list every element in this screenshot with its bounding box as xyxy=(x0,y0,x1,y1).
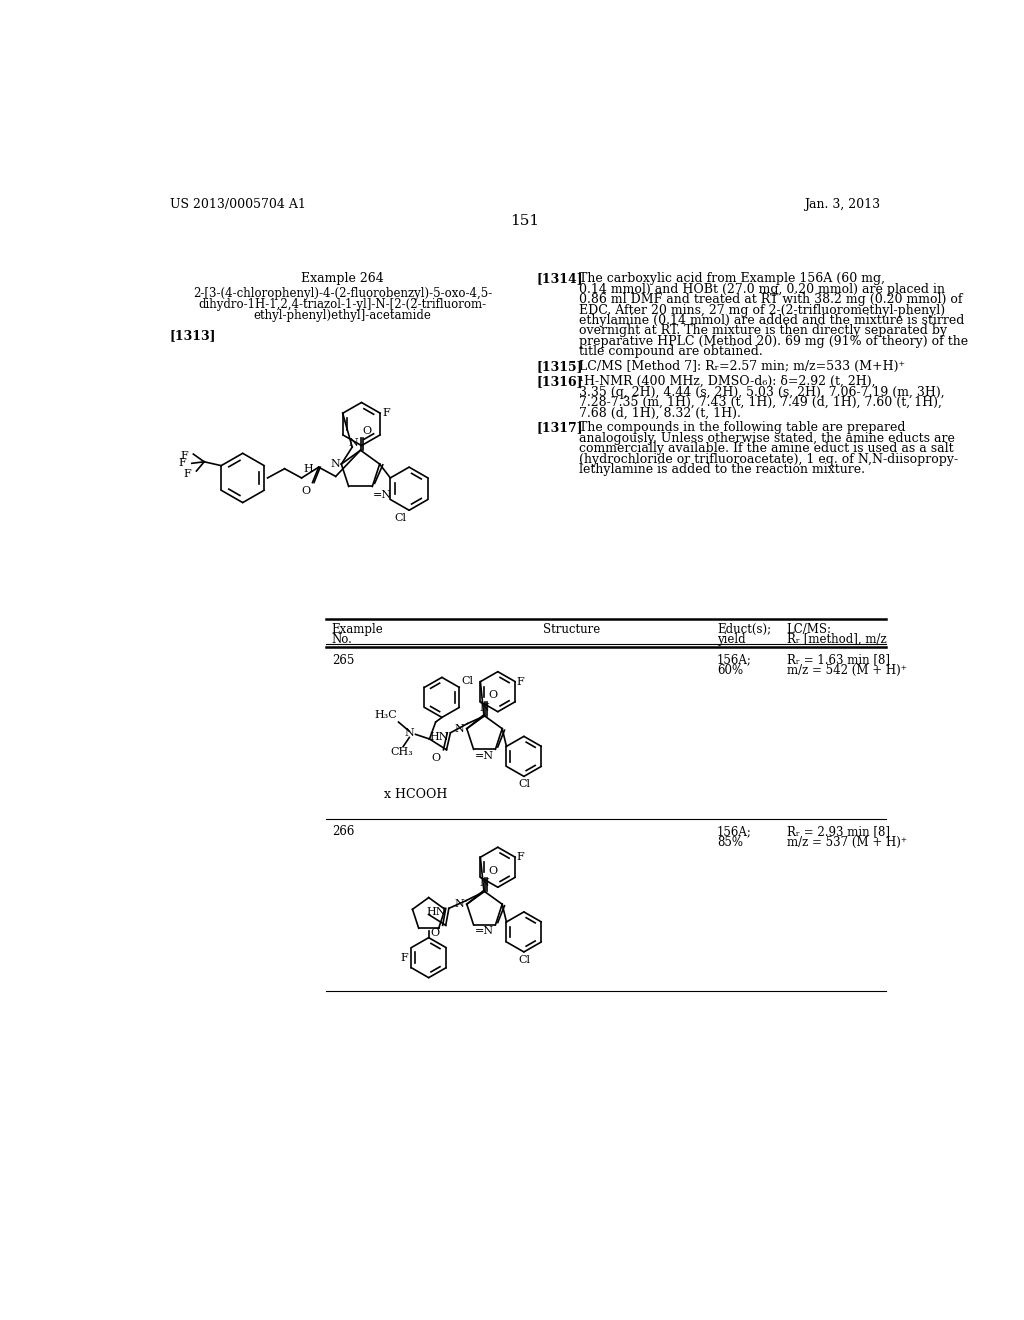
Text: EDC. After 20 mins, 27 mg of 2-(2-trifluoromethyl-phenyl): EDC. After 20 mins, 27 mg of 2-(2-triflu… xyxy=(579,304,945,317)
Text: 0.86 ml DMF and treated at RT with 38.2 mg (0.20 mmol) of: 0.86 ml DMF and treated at RT with 38.2 … xyxy=(579,293,963,306)
Text: Educt(s);: Educt(s); xyxy=(717,623,771,636)
Text: N: N xyxy=(455,899,465,909)
Text: N: N xyxy=(404,727,414,738)
Text: =N: =N xyxy=(475,927,494,936)
Text: 266: 266 xyxy=(332,825,354,838)
Text: The compounds in the following table are prepared: The compounds in the following table are… xyxy=(579,421,905,434)
Text: yield: yield xyxy=(717,632,745,645)
Text: Example: Example xyxy=(332,623,384,636)
Text: Rᵣ = 1.63 min [8]: Rᵣ = 1.63 min [8] xyxy=(786,653,890,667)
Text: Cl: Cl xyxy=(518,956,529,965)
Text: 265: 265 xyxy=(332,653,354,667)
Text: 7.68 (d, 1H), 8.32 (t, 1H).: 7.68 (d, 1H), 8.32 (t, 1H). xyxy=(579,407,741,420)
Text: N: N xyxy=(348,438,358,447)
Text: [1316]: [1316] xyxy=(537,375,583,388)
Text: 3.35 (q, 2H), 4.44 (s, 2H), 5.03 (s, 2H), 7.06-7.19 (m, 3H),: 3.35 (q, 2H), 4.44 (s, 2H), 5.03 (s, 2H)… xyxy=(579,385,945,399)
Text: title compound are obtained.: title compound are obtained. xyxy=(579,345,763,358)
Text: (hydrochloride or trifluoroacetate), 1 eq. of N,N-diisopropy-: (hydrochloride or trifluoroacetate), 1 e… xyxy=(579,453,958,466)
Text: F: F xyxy=(517,677,524,686)
Text: 156A;: 156A; xyxy=(717,653,752,667)
Text: dihydro-1H-1,2,4-triazol-1-yl]-N-[2-(2-trifluorom-: dihydro-1H-1,2,4-triazol-1-yl]-N-[2-(2-t… xyxy=(199,298,486,310)
Text: 85%: 85% xyxy=(717,836,743,849)
Text: O: O xyxy=(430,928,439,939)
Text: N: N xyxy=(330,459,340,469)
Text: 2-[3-(4-chlorophenyl)-4-(2-fluorobenzyl)-5-oxo-4,5-: 2-[3-(4-chlorophenyl)-4-(2-fluorobenzyl)… xyxy=(194,286,493,300)
Text: x HCOOH: x HCOOH xyxy=(384,788,447,801)
Text: F: F xyxy=(180,450,187,461)
Text: F: F xyxy=(517,853,524,862)
Text: N: N xyxy=(479,702,489,713)
Text: O: O xyxy=(488,690,498,701)
Text: H₃C: H₃C xyxy=(374,710,397,721)
Text: The carboxylic acid from Example 156A (60 mg,: The carboxylic acid from Example 156A (6… xyxy=(579,272,885,285)
Text: 151: 151 xyxy=(510,214,540,228)
Text: Cl: Cl xyxy=(518,780,529,789)
Text: CH₃: CH₃ xyxy=(390,747,413,758)
Text: N: N xyxy=(479,878,489,888)
Text: =N: =N xyxy=(373,490,392,500)
Text: overnight at RT. The mixture is then directly separated by: overnight at RT. The mixture is then dir… xyxy=(579,325,947,338)
Text: =N: =N xyxy=(475,751,494,760)
Text: Cl: Cl xyxy=(395,512,407,523)
Text: ethylamine (0.14 mmol) are added and the mixture is stirred: ethylamine (0.14 mmol) are added and the… xyxy=(579,314,965,327)
Text: Example 264: Example 264 xyxy=(301,272,384,285)
Text: [1315]: [1315] xyxy=(537,360,583,374)
Text: preparative HPLC (Method 20). 69 mg (91% of theory) of the: preparative HPLC (Method 20). 69 mg (91%… xyxy=(579,335,968,347)
Text: N: N xyxy=(455,723,465,734)
Text: m/z = 542 (M + H)⁺: m/z = 542 (M + H)⁺ xyxy=(786,664,906,677)
Text: 60%: 60% xyxy=(717,664,743,677)
Text: 7.28-7.35 (m, 1H), 7.43 (t, 1H), 7.49 (d, 1H), 7.60 (t, 1H),: 7.28-7.35 (m, 1H), 7.43 (t, 1H), 7.49 (d… xyxy=(579,396,942,409)
Text: O: O xyxy=(488,866,498,876)
Text: m/z = 537 (M + H)⁺: m/z = 537 (M + H)⁺ xyxy=(786,836,906,849)
Text: analogously. Unless otherwise stated, the amine educts are: analogously. Unless otherwise stated, th… xyxy=(579,432,955,445)
Text: ¹H-NMR (400 MHz, DMSO-d₆): δ=2.92 (t, 2H),: ¹H-NMR (400 MHz, DMSO-d₆): δ=2.92 (t, 2H… xyxy=(579,375,876,388)
Text: HN: HN xyxy=(429,733,449,742)
Text: F: F xyxy=(183,469,191,479)
Text: F: F xyxy=(178,458,186,469)
Text: F: F xyxy=(400,953,409,962)
Text: O: O xyxy=(362,425,372,436)
Text: Cl: Cl xyxy=(461,676,473,686)
Text: Rᵣ = 2.93 min [8]: Rᵣ = 2.93 min [8] xyxy=(786,825,890,838)
Text: lethylamine is added to the reaction mixture.: lethylamine is added to the reaction mix… xyxy=(579,463,865,477)
Text: LC/MS:: LC/MS: xyxy=(786,623,831,636)
Text: O: O xyxy=(431,752,440,763)
Text: Rᵣ [method], m/z: Rᵣ [method], m/z xyxy=(786,632,887,645)
Text: commercially available. If the amine educt is used as a salt: commercially available. If the amine edu… xyxy=(579,442,953,455)
Text: H: H xyxy=(303,465,313,474)
Text: Jan. 3, 2013: Jan. 3, 2013 xyxy=(804,198,880,211)
Text: O: O xyxy=(302,486,311,495)
Text: Structure: Structure xyxy=(543,623,600,636)
Text: 0.14 mmol) and HOBt (27.0 mg, 0.20 mmol) are placed in: 0.14 mmol) and HOBt (27.0 mg, 0.20 mmol)… xyxy=(579,282,945,296)
Text: No.: No. xyxy=(332,632,352,645)
Text: [1313]: [1313] xyxy=(170,330,216,342)
Text: ethyl-phenyl)ethyl]-acetamide: ethyl-phenyl)ethyl]-acetamide xyxy=(254,309,431,322)
Text: [1317]: [1317] xyxy=(537,421,583,434)
Text: [1314]: [1314] xyxy=(537,272,583,285)
Text: HN: HN xyxy=(426,907,445,917)
Text: US 2013/0005704 A1: US 2013/0005704 A1 xyxy=(170,198,306,211)
Text: 156A;: 156A; xyxy=(717,825,752,838)
Text: LC/MS [Method 7]: Rᵣ=2.57 min; m/z=533 (M+H)⁺: LC/MS [Method 7]: Rᵣ=2.57 min; m/z=533 (… xyxy=(579,360,905,374)
Text: F: F xyxy=(383,408,390,418)
